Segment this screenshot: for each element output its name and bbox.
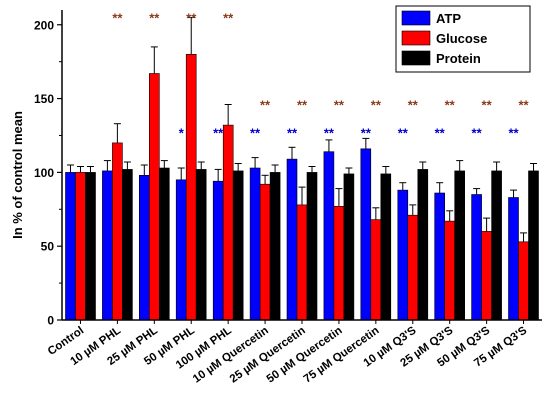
bar-atp	[323, 151, 335, 321]
significance-marker: **	[472, 126, 483, 141]
significance-marker: **	[445, 97, 456, 112]
bar-protein	[269, 172, 281, 321]
bar-protein	[491, 170, 502, 321]
bar-atp	[397, 189, 409, 321]
bar-protein	[528, 170, 539, 321]
significance-marker: **	[482, 97, 493, 112]
bar-glucose	[185, 53, 197, 321]
legend-swatch	[401, 10, 431, 26]
bar-protein	[380, 173, 392, 321]
significance-marker: **	[398, 126, 409, 141]
bar-glucose	[407, 214, 419, 321]
bar-protein	[159, 167, 170, 321]
bar-atp	[434, 192, 446, 321]
bar-atp	[508, 197, 519, 321]
bar-atp	[175, 179, 187, 321]
legend-label: Glucose	[436, 31, 487, 46]
bar-protein	[85, 172, 96, 321]
bar-glucose	[481, 231, 492, 321]
significance-marker: **	[518, 97, 529, 112]
error-bars-group	[66, 16, 538, 242]
bar-protein	[454, 170, 466, 321]
bar-protein	[232, 170, 244, 321]
significance-marker: **	[250, 126, 261, 141]
bar-protein	[343, 173, 355, 321]
bar-atp	[212, 180, 224, 321]
bar-glucose	[222, 124, 234, 321]
significance-marker: **	[324, 126, 335, 141]
significance-marker: **	[435, 126, 446, 141]
significance-marker: **	[408, 97, 419, 112]
y-tick-label: 150	[34, 92, 54, 106]
significance-marker: **	[112, 10, 123, 25]
significance-marker: **	[260, 97, 271, 112]
bar-atp	[471, 194, 482, 321]
bar-atp	[249, 167, 261, 321]
axes: 0 50 100 150 200	[34, 10, 542, 328]
significance-marker: **	[334, 97, 345, 112]
bar-atp	[286, 158, 298, 321]
bar-glucose	[370, 219, 382, 321]
significance-marker: **	[213, 126, 224, 141]
bar-protein	[306, 172, 318, 321]
bar-glucose	[112, 142, 123, 321]
significance-marker: **	[186, 10, 197, 25]
y-axis-label: In % of control mean	[10, 111, 25, 239]
bar-glucose	[149, 73, 160, 321]
significance-marker: **	[508, 126, 519, 141]
bar-glucose	[75, 172, 86, 321]
legend-swatch	[401, 50, 431, 66]
significance-marker: **	[149, 10, 160, 25]
legend-label: ATP	[436, 11, 461, 26]
bar-glucose	[259, 183, 271, 321]
bar-protein	[122, 169, 133, 321]
significance-marker: **	[371, 97, 382, 112]
bar-atp	[139, 175, 150, 321]
bar-glucose	[333, 206, 345, 321]
bar-glucose	[296, 204, 308, 321]
bar-protein	[417, 169, 429, 321]
bar-protein	[195, 169, 207, 321]
bar-atp	[65, 172, 76, 321]
legend-label: Protein	[436, 51, 481, 66]
significance-marker: **	[287, 126, 298, 141]
significance-marker: **	[361, 126, 372, 141]
y-tick-label: 200	[34, 18, 54, 32]
bar-atp	[360, 148, 372, 321]
y-tick-label: 50	[41, 240, 55, 254]
legend-swatch	[401, 30, 431, 46]
y-tick-label: 100	[34, 166, 54, 180]
y-tick-label: 0	[47, 314, 54, 328]
significance-markers: ** ** ** *** ** ** ** ** ** ** ** ** **** ** ** ** ** ** *…	[112, 10, 529, 140]
legend: ATP Glucose Protein	[395, 5, 531, 73]
bar-atp	[102, 170, 113, 321]
significance-marker: **	[297, 97, 308, 112]
bar-glucose	[444, 220, 456, 321]
significance-marker: **	[223, 10, 234, 25]
bar-glucose	[518, 241, 529, 321]
significance-marker: *	[179, 126, 185, 141]
